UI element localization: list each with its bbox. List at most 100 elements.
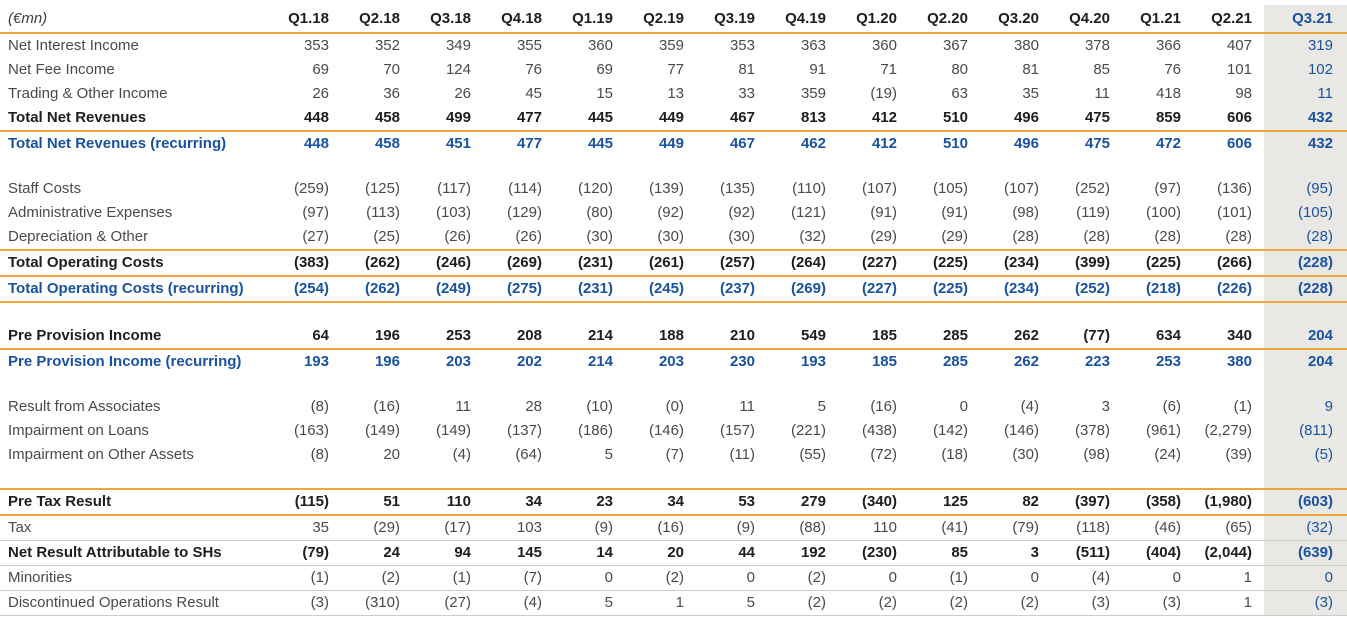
value-cell: 472 xyxy=(1155,135,1181,152)
value-cell: 412 xyxy=(871,135,897,152)
value-cell: 14 xyxy=(554,540,625,566)
value-cell: 103 xyxy=(483,515,554,541)
value-cell: 262 xyxy=(1013,353,1039,370)
spacer-row xyxy=(0,374,1347,395)
table-row: Net Result Attributable to SHs (79) 24 94 14… xyxy=(0,540,1347,566)
spacer-row xyxy=(0,156,1347,177)
column-header-q1-21: Q1.21 xyxy=(1122,5,1193,34)
value-cell: (225) xyxy=(1122,250,1193,277)
value-cell: 0 xyxy=(838,565,909,591)
table-body: Net Interest Income 353 352 349 355 360 359 353… xyxy=(0,33,1347,616)
value-cell: (249) xyxy=(412,276,483,303)
value-cell: 192 xyxy=(767,540,838,566)
value-cell: 223 xyxy=(1084,353,1110,370)
value-cell xyxy=(1122,302,1193,324)
value-cell xyxy=(341,374,412,395)
spacer-cell xyxy=(0,156,270,177)
value-cell: (105) xyxy=(932,180,968,197)
value-cell: 352 xyxy=(374,37,400,54)
value-cell: (11) xyxy=(729,446,755,463)
value-cell: 262 xyxy=(980,324,1051,350)
value-cell: (269) xyxy=(767,276,838,303)
value-cell xyxy=(838,302,909,324)
value-cell: 340 xyxy=(1193,324,1264,350)
value-cell: (1,980) xyxy=(1193,488,1264,516)
value-cell: 15 xyxy=(596,85,613,102)
column-header-q1-19: Q1.19 xyxy=(554,5,625,34)
value-cell xyxy=(554,302,625,324)
value-cell: (266) xyxy=(1193,250,1264,277)
value-cell: (65) xyxy=(1193,515,1264,541)
value-cell: (397) xyxy=(1051,488,1122,516)
value-cell xyxy=(412,302,483,324)
value-cell: (237) xyxy=(696,276,767,303)
value-cell: 91 xyxy=(809,61,826,78)
value-cell: 77 xyxy=(667,61,684,78)
value-cell: 124 xyxy=(445,61,471,78)
value-cell: (4) xyxy=(1020,398,1039,415)
value-cell: (262) xyxy=(341,250,412,277)
value-cell xyxy=(767,374,838,395)
row-label: Discontinued Operations Result xyxy=(0,590,270,616)
value-cell: 102 xyxy=(1264,58,1347,82)
column-header-q4-19: Q4.19 xyxy=(767,5,838,34)
value-cell: (230) xyxy=(838,540,909,566)
value-cell xyxy=(1122,374,1193,395)
value-cell: 496 xyxy=(980,106,1051,132)
value-cell: (119) xyxy=(1076,204,1110,221)
value-cell xyxy=(625,467,696,489)
value-cell: (5) xyxy=(1264,443,1347,467)
value-cell: 76 xyxy=(1164,61,1181,78)
value-cell: 279 xyxy=(767,488,838,516)
value-cell xyxy=(696,467,767,489)
value-cell: (2) xyxy=(767,565,838,591)
value-cell: 34 xyxy=(625,488,696,516)
value-cell: (26) xyxy=(483,225,554,251)
value-cell: (252) xyxy=(1074,180,1110,197)
row-label: Net Result Attributable to SHs xyxy=(0,540,270,566)
value-cell: (30) xyxy=(554,225,625,251)
header-row: (€mn) Q1.18 Q2.18 Q3.18 Q4.18 Q1.19 Q2.19 Q3.1… xyxy=(0,5,1347,34)
value-cell: 606 xyxy=(1193,106,1264,132)
value-cell xyxy=(625,374,696,395)
value-cell: 51 xyxy=(341,488,412,516)
value-cell: (117) xyxy=(437,180,471,197)
value-cell: (135) xyxy=(719,180,755,197)
spacer-row xyxy=(0,302,1347,324)
value-cell: (438) xyxy=(861,422,897,439)
value-cell: 70 xyxy=(383,61,400,78)
value-cell: 185 xyxy=(871,353,897,370)
spacer-cell xyxy=(0,467,270,489)
value-cell: 475 xyxy=(1084,135,1110,152)
value-cell: 359 xyxy=(658,37,684,54)
value-cell: 110 xyxy=(838,515,909,541)
value-cell: (16) xyxy=(373,398,400,415)
value-cell: 35 xyxy=(1022,85,1039,102)
column-header-q4-18: Q4.18 xyxy=(483,5,554,34)
table-row: Pre Provision Income 64 196 253 208 214 188 210… xyxy=(0,324,1347,350)
financials-table: (€mn) Q1.18 Q2.18 Q3.18 Q4.18 Q1.19 Q2.19 Q3.1… xyxy=(0,5,1347,616)
spacer-cell xyxy=(0,374,270,395)
value-cell: 230 xyxy=(729,353,755,370)
value-cell: (225) xyxy=(909,276,980,303)
value-cell: 64 xyxy=(270,324,341,350)
value-cell xyxy=(767,302,838,324)
value-cell: (378) xyxy=(1074,422,1110,439)
value-cell: 458 xyxy=(374,135,400,152)
value-cell: 11 xyxy=(1264,82,1347,106)
value-cell: 34 xyxy=(483,488,554,516)
value-cell: (79) xyxy=(270,540,341,566)
value-cell: 23 xyxy=(554,488,625,516)
spacer-row xyxy=(0,467,1347,489)
value-cell: (72) xyxy=(870,446,897,463)
value-cell: 44 xyxy=(696,540,767,566)
value-cell: 510 xyxy=(909,106,980,132)
value-cell: (146) xyxy=(1003,422,1039,439)
value-cell: 81 xyxy=(738,61,755,78)
column-header-q2-21: Q2.21 xyxy=(1193,5,1264,34)
value-cell: (79) xyxy=(980,515,1051,541)
value-cell: (105) xyxy=(1264,201,1347,225)
value-cell: 0 xyxy=(1122,565,1193,591)
value-cell: 253 xyxy=(1155,353,1181,370)
column-header-q1-18: Q1.18 xyxy=(270,5,341,34)
